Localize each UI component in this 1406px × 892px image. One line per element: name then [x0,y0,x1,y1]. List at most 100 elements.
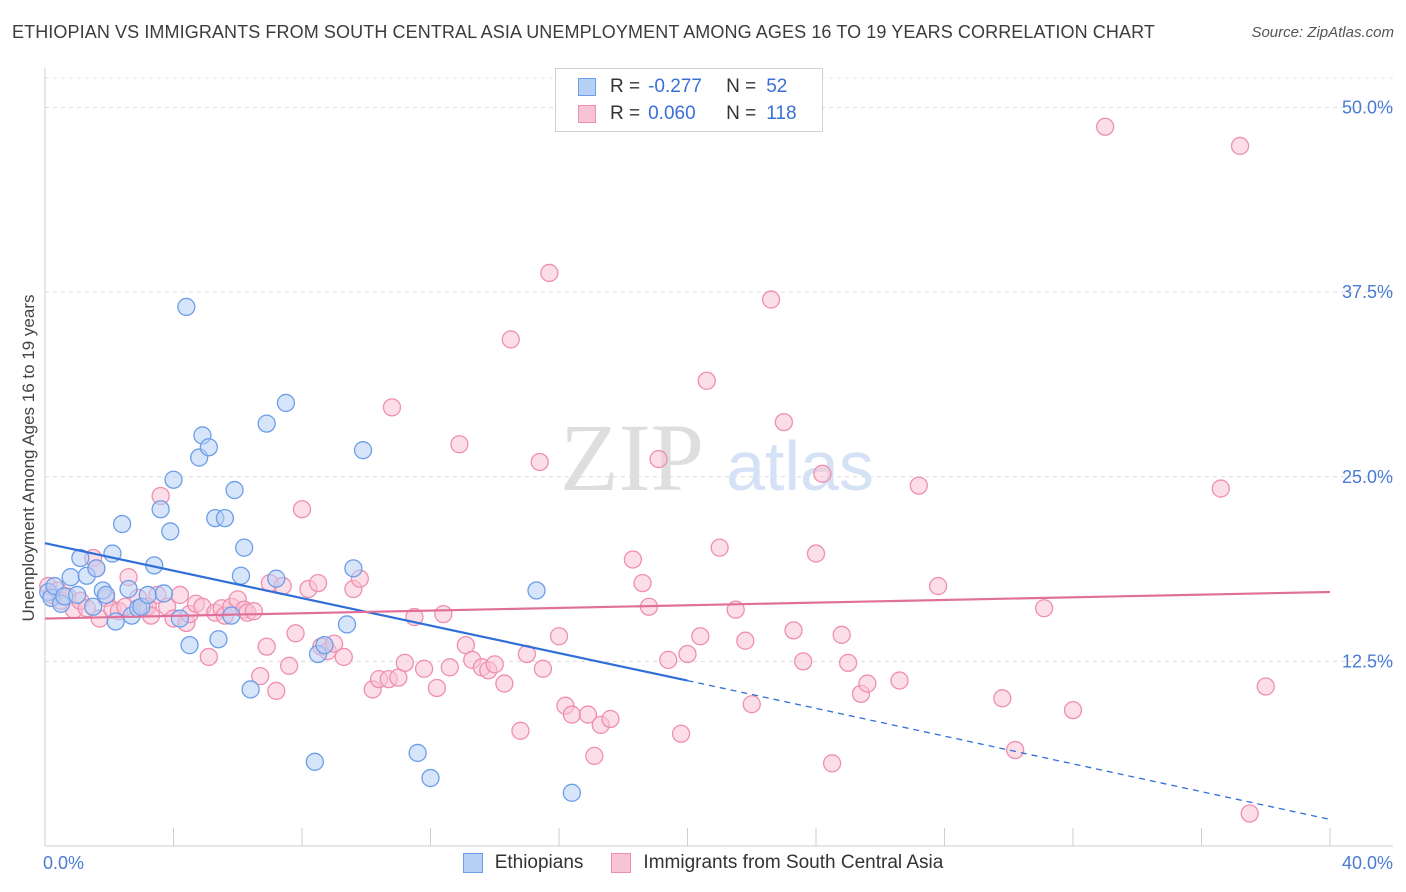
point-ethiopians [106,612,125,631]
series-ethiopians-points [39,297,581,802]
point-immigrants [822,754,842,773]
legend-n-label: N = [726,103,757,124]
point-immigrants [813,464,832,483]
axes [44,68,1393,847]
x-tick-label: 0.0% [43,853,84,873]
legend-n-value: 118 [766,103,797,124]
point-ethiopians [257,414,276,433]
point-immigrants [170,585,190,605]
point-immigrants [838,653,858,673]
point-immigrants [450,435,469,454]
point-immigrants [395,653,414,673]
y-axis-label: Unemployment Among Ages 16 to 19 years [19,295,38,622]
point-ethiopians [112,514,132,534]
point-immigrants [414,659,434,678]
legend-r-value: -0.277 [648,76,702,97]
point-immigrants [251,667,270,686]
point-immigrants [1230,136,1250,156]
point-immigrants [1034,599,1054,618]
point-immigrants [1256,677,1275,696]
point-ethiopians [421,768,440,788]
chart-title: ETHIOPIAN VS IMMIGRANTS FROM SOUTH CENTR… [12,22,1155,42]
point-immigrants [832,625,851,644]
legend-swatch-blue [578,78,596,96]
point-immigrants [578,705,598,724]
point-immigrants [485,655,504,674]
point-immigrants [623,550,643,569]
point-ethiopians [215,508,235,528]
point-immigrants [649,449,668,469]
point-ethiopians [71,548,90,568]
point-immigrants [993,689,1012,708]
point-immigrants [659,650,678,670]
point-immigrants [495,674,514,693]
point-immigrants [909,476,928,495]
point-ethiopians [305,752,325,771]
point-ethiopians [562,783,581,802]
point-immigrants [794,652,813,671]
point-immigrants [1211,479,1230,498]
legend-r-value: 0.060 [648,103,696,124]
y-tick-label: 50.0% [1342,98,1393,118]
point-immigrants [774,412,794,432]
legend-r-label: R = [610,103,641,124]
point-immigrants [549,627,569,646]
point-immigrants [244,602,263,621]
point-immigrants [267,681,286,701]
point-ethiopians [225,480,244,500]
point-immigrants [533,659,553,678]
point-ethiopians [267,569,286,588]
legend-item-ethiopians: Ethiopians [462,852,583,874]
watermark-zip: ZIP [560,404,704,511]
legend-row-immigrants: R = 0.060 N = 118 [578,102,797,126]
point-immigrants [710,538,729,557]
tick-labels: 12.5% 25.0% 37.5% 50.0% 0.0% 40.0% [43,98,1393,873]
point-ethiopians [276,393,296,413]
point-ethiopians [177,297,196,317]
point-ethiopians [315,635,334,655]
point-immigrants [292,500,312,519]
point-ethiopians [408,743,427,763]
point-immigrants [761,290,781,309]
point-ethiopians [61,568,80,587]
point-ethiopians [235,538,254,557]
point-immigrants [585,746,604,766]
watermark-atlas: atlas [726,427,874,505]
point-immigrants [678,644,697,664]
point-immigrants [742,695,761,714]
legend-item-immigrants: Immigrants from South Central Asia [611,852,943,874]
point-ethiopians [209,630,228,649]
y-tick-label: 12.5% [1342,651,1393,671]
point-immigrants [286,624,305,643]
point-ethiopians [84,597,103,616]
point-immigrants [691,627,710,646]
point-immigrants [440,658,459,677]
point-ethiopians [119,579,138,599]
point-immigrants [1006,740,1025,760]
point-immigrants [1063,700,1083,720]
point-immigrants [511,721,530,740]
point-immigrants [562,705,581,724]
point-ethiopians [138,585,157,605]
x-tick-label: 40.0% [1342,853,1393,873]
point-ethiopians [231,566,251,585]
legend-n-label: N = [726,76,757,97]
point-ethiopians [87,559,106,578]
point-ethiopians [344,559,363,578]
point-immigrants [427,678,447,698]
point-immigrants [784,621,803,640]
point-ethiopians [151,500,170,519]
point-immigrants [199,647,218,667]
trend-lines [44,542,1331,821]
legend-swatch-ethiopians [462,853,483,873]
point-immigrants [1240,804,1259,823]
y-tick-label: 37.5% [1342,282,1393,302]
legend-label-immigrants: Immigrants from South Central Asia [643,852,944,873]
point-immigrants [633,573,652,593]
source-label: Source: ZipAtlas.com [1251,24,1394,41]
point-immigrants [530,452,549,472]
stats-legend: R = -0.277 N = 52 R = 0.060 N = 118 [555,68,823,132]
legend-swatch-pink [578,105,596,123]
point-immigrants [501,330,520,349]
point-ethiopians [199,438,218,457]
